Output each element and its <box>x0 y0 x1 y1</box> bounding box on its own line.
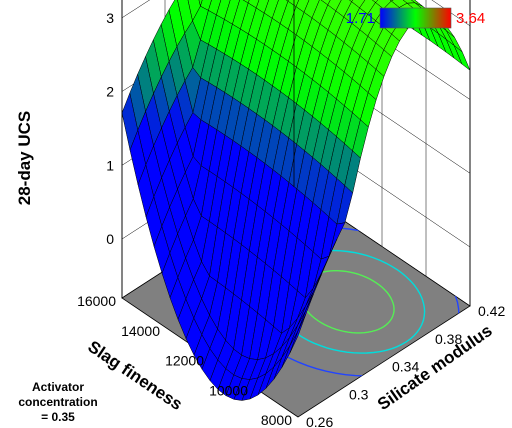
box-front-edges <box>121 0 471 306</box>
condition-note-line-3: = 0.35 <box>41 410 75 424</box>
surface-cell <box>289 314 307 354</box>
z-tick-label: 1 <box>106 157 114 173</box>
z-axis-title: 28-day UCS <box>15 111 34 205</box>
colorbar-gradient <box>379 7 452 29</box>
y-tick-label: 0.34 <box>392 359 419 375</box>
y-tick-label: 0.38 <box>435 331 462 347</box>
z-tick-label: 0 <box>106 231 114 247</box>
x-tick-label: 12000 <box>165 353 204 369</box>
z-tick-label: 3 <box>106 10 114 26</box>
condition-note-line-1: Activator <box>32 380 84 394</box>
y-tick-label: 0.3 <box>349 386 369 402</box>
colorbar: 1.71 3.64 <box>346 7 485 29</box>
y-tick-label: 0.42 <box>478 303 505 319</box>
colorbar-min-label: 1.71 <box>346 10 375 27</box>
x-tick-label: 14000 <box>121 323 160 339</box>
y-tick-label: 0.26 <box>306 414 333 428</box>
x-tick-label: 10000 <box>209 382 248 398</box>
surface-cell <box>198 0 203 8</box>
response-surface <box>121 0 471 401</box>
z-tick-label: 2 <box>106 84 114 100</box>
condition-note-line-2: concentration <box>18 395 97 409</box>
colorbar-max-label: 3.64 <box>456 10 485 27</box>
tick-labels: 012348000100001200014000160000.260.30.34… <box>77 10 505 428</box>
x-axis-title: Slag fineness <box>84 337 185 414</box>
surface-cell <box>371 0 379 3</box>
x-tick-label: 16000 <box>77 293 116 309</box>
x-tick-label: 8000 <box>261 412 292 428</box>
